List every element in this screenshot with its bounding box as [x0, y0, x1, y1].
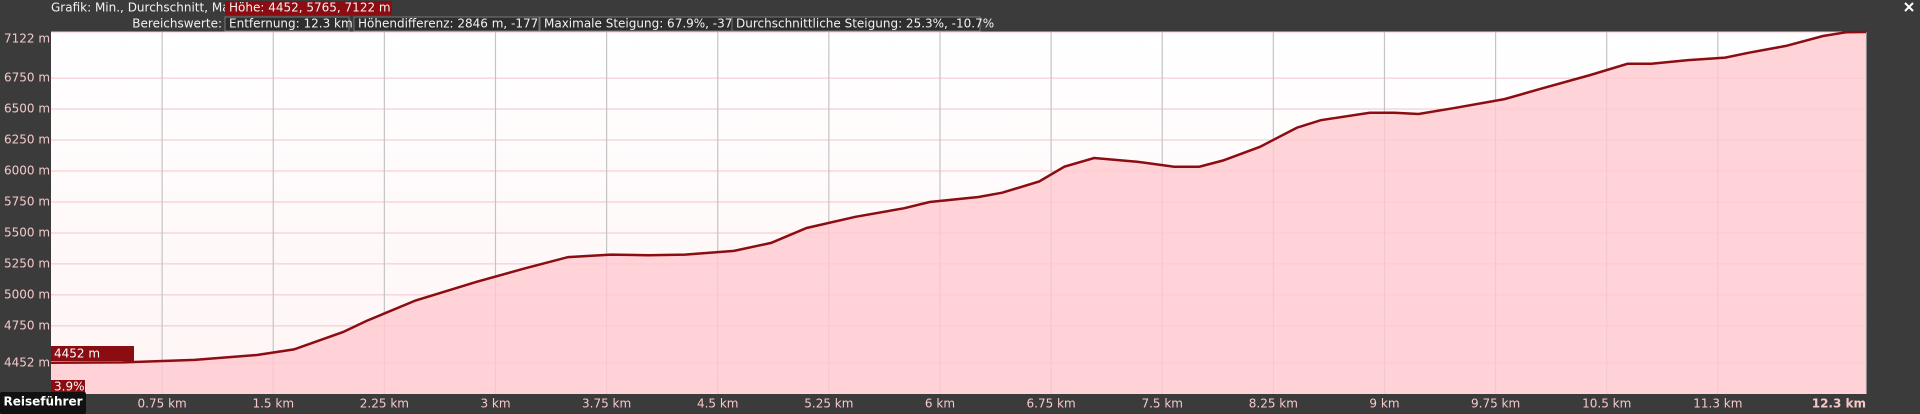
stat: Durchschnittliche Steigung: 25.3%, -10.7… [736, 17, 994, 31]
close-button[interactable] [1904, 2, 1914, 12]
stat-box [731, 16, 981, 32]
y-tick-label: 4452 m [4, 355, 50, 369]
stat: Entfernung: 12.3 km [229, 17, 353, 31]
x-tick-label: 12.3 km [1812, 397, 1866, 411]
x-tick-label: 9 km [1369, 397, 1399, 411]
x-tick-label: 10.5 km [1582, 397, 1631, 411]
x-tick-label: 3 km [480, 397, 510, 411]
y-tick-label: 6500 m [4, 102, 50, 116]
stat-box [353, 16, 540, 32]
elevation-line [50, 30, 1867, 365]
y-tick-label: 5500 m [4, 225, 50, 239]
height-box [225, 1, 392, 15]
slope: 3.9% [54, 380, 85, 394]
area-fill [51, 32, 1866, 394]
x-tick-label: 8.25 km [1249, 397, 1298, 411]
height-summary: Höhe: 4452, 5765, 7122 m [229, 1, 391, 15]
x-tick-label: 7.5 km [1141, 397, 1183, 411]
x-tick-label: 6 km [925, 397, 955, 411]
y-tick-label: 7122 m [4, 32, 50, 46]
y-tick-label: 5000 m [4, 287, 50, 301]
x-tick-label: 3.75 km [582, 397, 631, 411]
x-tick-label: 9.75 km [1471, 397, 1520, 411]
graph-label: Grafik: Min., Durchschnitt, Max. [51, 1, 240, 15]
start-height: 4452 m [54, 347, 100, 361]
x-tick-label: 0.75 km [138, 397, 187, 411]
guide-button-label[interactable]: Reiseführer [3, 395, 82, 409]
slope-box [51, 380, 85, 394]
y-tick-label: 4750 m [4, 318, 50, 332]
x-tick-label: 4.5 km [697, 397, 739, 411]
y-tick-label: 6750 m [4, 71, 50, 85]
stat: Höhendifferenz: 2846 m, -177 m [358, 17, 554, 31]
y-tick-label: 5250 m [4, 256, 50, 270]
range-label: Bereichswerte: [132, 17, 222, 31]
x-tick-label: 1.5 km [252, 397, 294, 411]
plot: 4452 m 4750 m 5000 m 5250 m 5500 m 5750 m 6000… [4, 30, 1867, 411]
x-tick-label: 2.25 km [360, 397, 409, 411]
stat: Maximale Steigung: 67.9%, -37.0% [544, 17, 755, 31]
stat-box [224, 16, 350, 32]
stats: Entfernung: 12.3 km Höhendifferenz: 2846 … [224, 16, 994, 32]
y-tick-label: 6000 m [4, 164, 50, 178]
y-tick-label: 6250 m [4, 133, 50, 147]
x-tick-label: 6.75 km [1027, 397, 1076, 411]
x-tick-label: 5.25 km [804, 397, 853, 411]
x-tick-label: 11.3 km [1693, 397, 1742, 411]
guide-button[interactable] [0, 392, 86, 414]
y-tick-label: 5750 m [4, 194, 50, 208]
start-height-box [51, 346, 134, 361]
